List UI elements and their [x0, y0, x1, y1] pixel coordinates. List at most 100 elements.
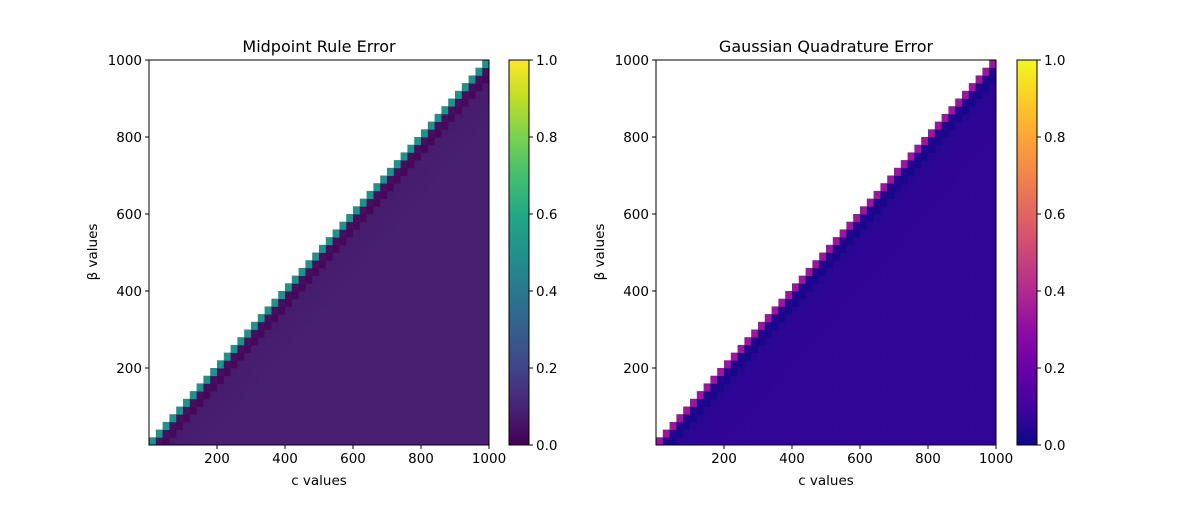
heatmap-cell [482, 221, 490, 230]
heatmap-cell [455, 267, 463, 276]
heatmap-cell [461, 160, 469, 169]
heatmap-cell [414, 437, 422, 446]
heatmap-cell [785, 291, 793, 300]
heatmap-cell [353, 214, 361, 223]
heatmap-cell [771, 337, 779, 346]
heatmap-cell [257, 437, 265, 446]
heatmap-cell [853, 229, 861, 238]
heatmap-cell [921, 175, 929, 184]
heatmap-cell [448, 337, 456, 346]
heatmap-cell [434, 421, 442, 430]
heatmap-cell [312, 291, 320, 300]
heatmap-cell [285, 283, 293, 292]
heatmap-cell [962, 275, 970, 284]
heatmap-cell [257, 329, 265, 338]
heatmap-cell [305, 383, 313, 392]
heatmap-cell [853, 244, 861, 253]
heatmap-cell [407, 152, 415, 161]
heatmap-cell [468, 383, 476, 392]
heatmap-cell [223, 352, 231, 361]
heatmap-cell [196, 414, 204, 423]
heatmap-cell [237, 429, 245, 438]
heatmap-cell [778, 321, 786, 330]
heatmap-cell [887, 329, 895, 338]
heatmap-cell [244, 344, 252, 353]
heatmap-cell [846, 221, 854, 230]
heatmap-cell [907, 414, 915, 423]
heatmap-cell [826, 352, 834, 361]
heatmap-cell [427, 129, 435, 138]
heatmap-cell [907, 337, 915, 346]
heatmap-cell [921, 167, 929, 176]
heatmap-cell [751, 329, 759, 338]
heatmap-cell [907, 244, 915, 253]
heatmap-cell [244, 391, 252, 400]
heatmap-cell [441, 314, 449, 323]
heatmap-cell [928, 167, 936, 176]
heatmap-cell [393, 291, 401, 300]
heatmap-cell [873, 391, 881, 400]
heatmap-cell [934, 291, 942, 300]
heatmap-cell [189, 437, 197, 446]
heatmap-cell [298, 298, 306, 307]
heatmap-cell [934, 344, 942, 353]
heatmap-cell [434, 252, 442, 261]
heatmap-cell [941, 283, 949, 292]
heatmap-cell [414, 429, 422, 438]
heatmap-cell [421, 160, 429, 169]
heatmap-cell [155, 437, 163, 446]
heatmap-cell [934, 306, 942, 315]
heatmap-cell [468, 75, 476, 84]
heatmap-cell [907, 252, 915, 261]
heatmap-cell [873, 291, 881, 300]
heatmap-cell [448, 190, 456, 199]
heatmap-cell [798, 421, 806, 430]
heatmap-cell [866, 283, 874, 292]
heatmap-cell [319, 406, 327, 415]
heatmap-cell [975, 152, 983, 161]
y-tick-label: 800 [623, 130, 649, 146]
heatmap-cell [785, 306, 793, 315]
heatmap-cell [839, 237, 847, 246]
heatmap-cell [962, 391, 970, 400]
heatmap-cell [955, 229, 963, 238]
heatmap-cell [880, 267, 888, 276]
heatmap-cell [839, 252, 847, 261]
heatmap-cell [312, 283, 320, 292]
heatmap-cell [189, 414, 197, 423]
heatmap-cell [941, 429, 949, 438]
heatmap-cell [778, 298, 786, 307]
heatmap-cell [298, 368, 306, 377]
heatmap-cell [989, 244, 997, 253]
heatmap-cell [332, 291, 340, 300]
heatmap-cell [690, 398, 698, 407]
heatmap-cell [812, 398, 820, 407]
heatmap-cell [393, 421, 401, 430]
heatmap-cell [305, 360, 313, 369]
heatmap-cell [792, 306, 800, 315]
heatmap-cell [914, 152, 922, 161]
heatmap-cell [332, 414, 340, 423]
heatmap-cell [785, 337, 793, 346]
heatmap-cell [873, 383, 881, 392]
heatmap-cell [482, 214, 490, 223]
heatmap-cell [955, 391, 963, 400]
heatmap-cell [319, 267, 327, 276]
heatmap-cell [907, 175, 915, 184]
heatmap-cell [900, 267, 908, 276]
heatmap-cell [332, 237, 340, 246]
heatmap-cell [928, 414, 936, 423]
heatmap-cell [771, 306, 779, 315]
heatmap-cell [900, 275, 908, 284]
heatmap-cell [468, 206, 476, 215]
heatmap-cell [941, 275, 949, 284]
heatmap-cell [353, 252, 361, 261]
heatmap-cell [353, 406, 361, 415]
heatmap-cell [934, 383, 942, 392]
heatmap-cell [846, 391, 854, 400]
heatmap-cell [475, 437, 483, 446]
heatmap-cell [468, 113, 476, 122]
heatmap-cell [264, 360, 272, 369]
heatmap-cell [210, 368, 218, 377]
heatmap-cell [839, 421, 847, 430]
